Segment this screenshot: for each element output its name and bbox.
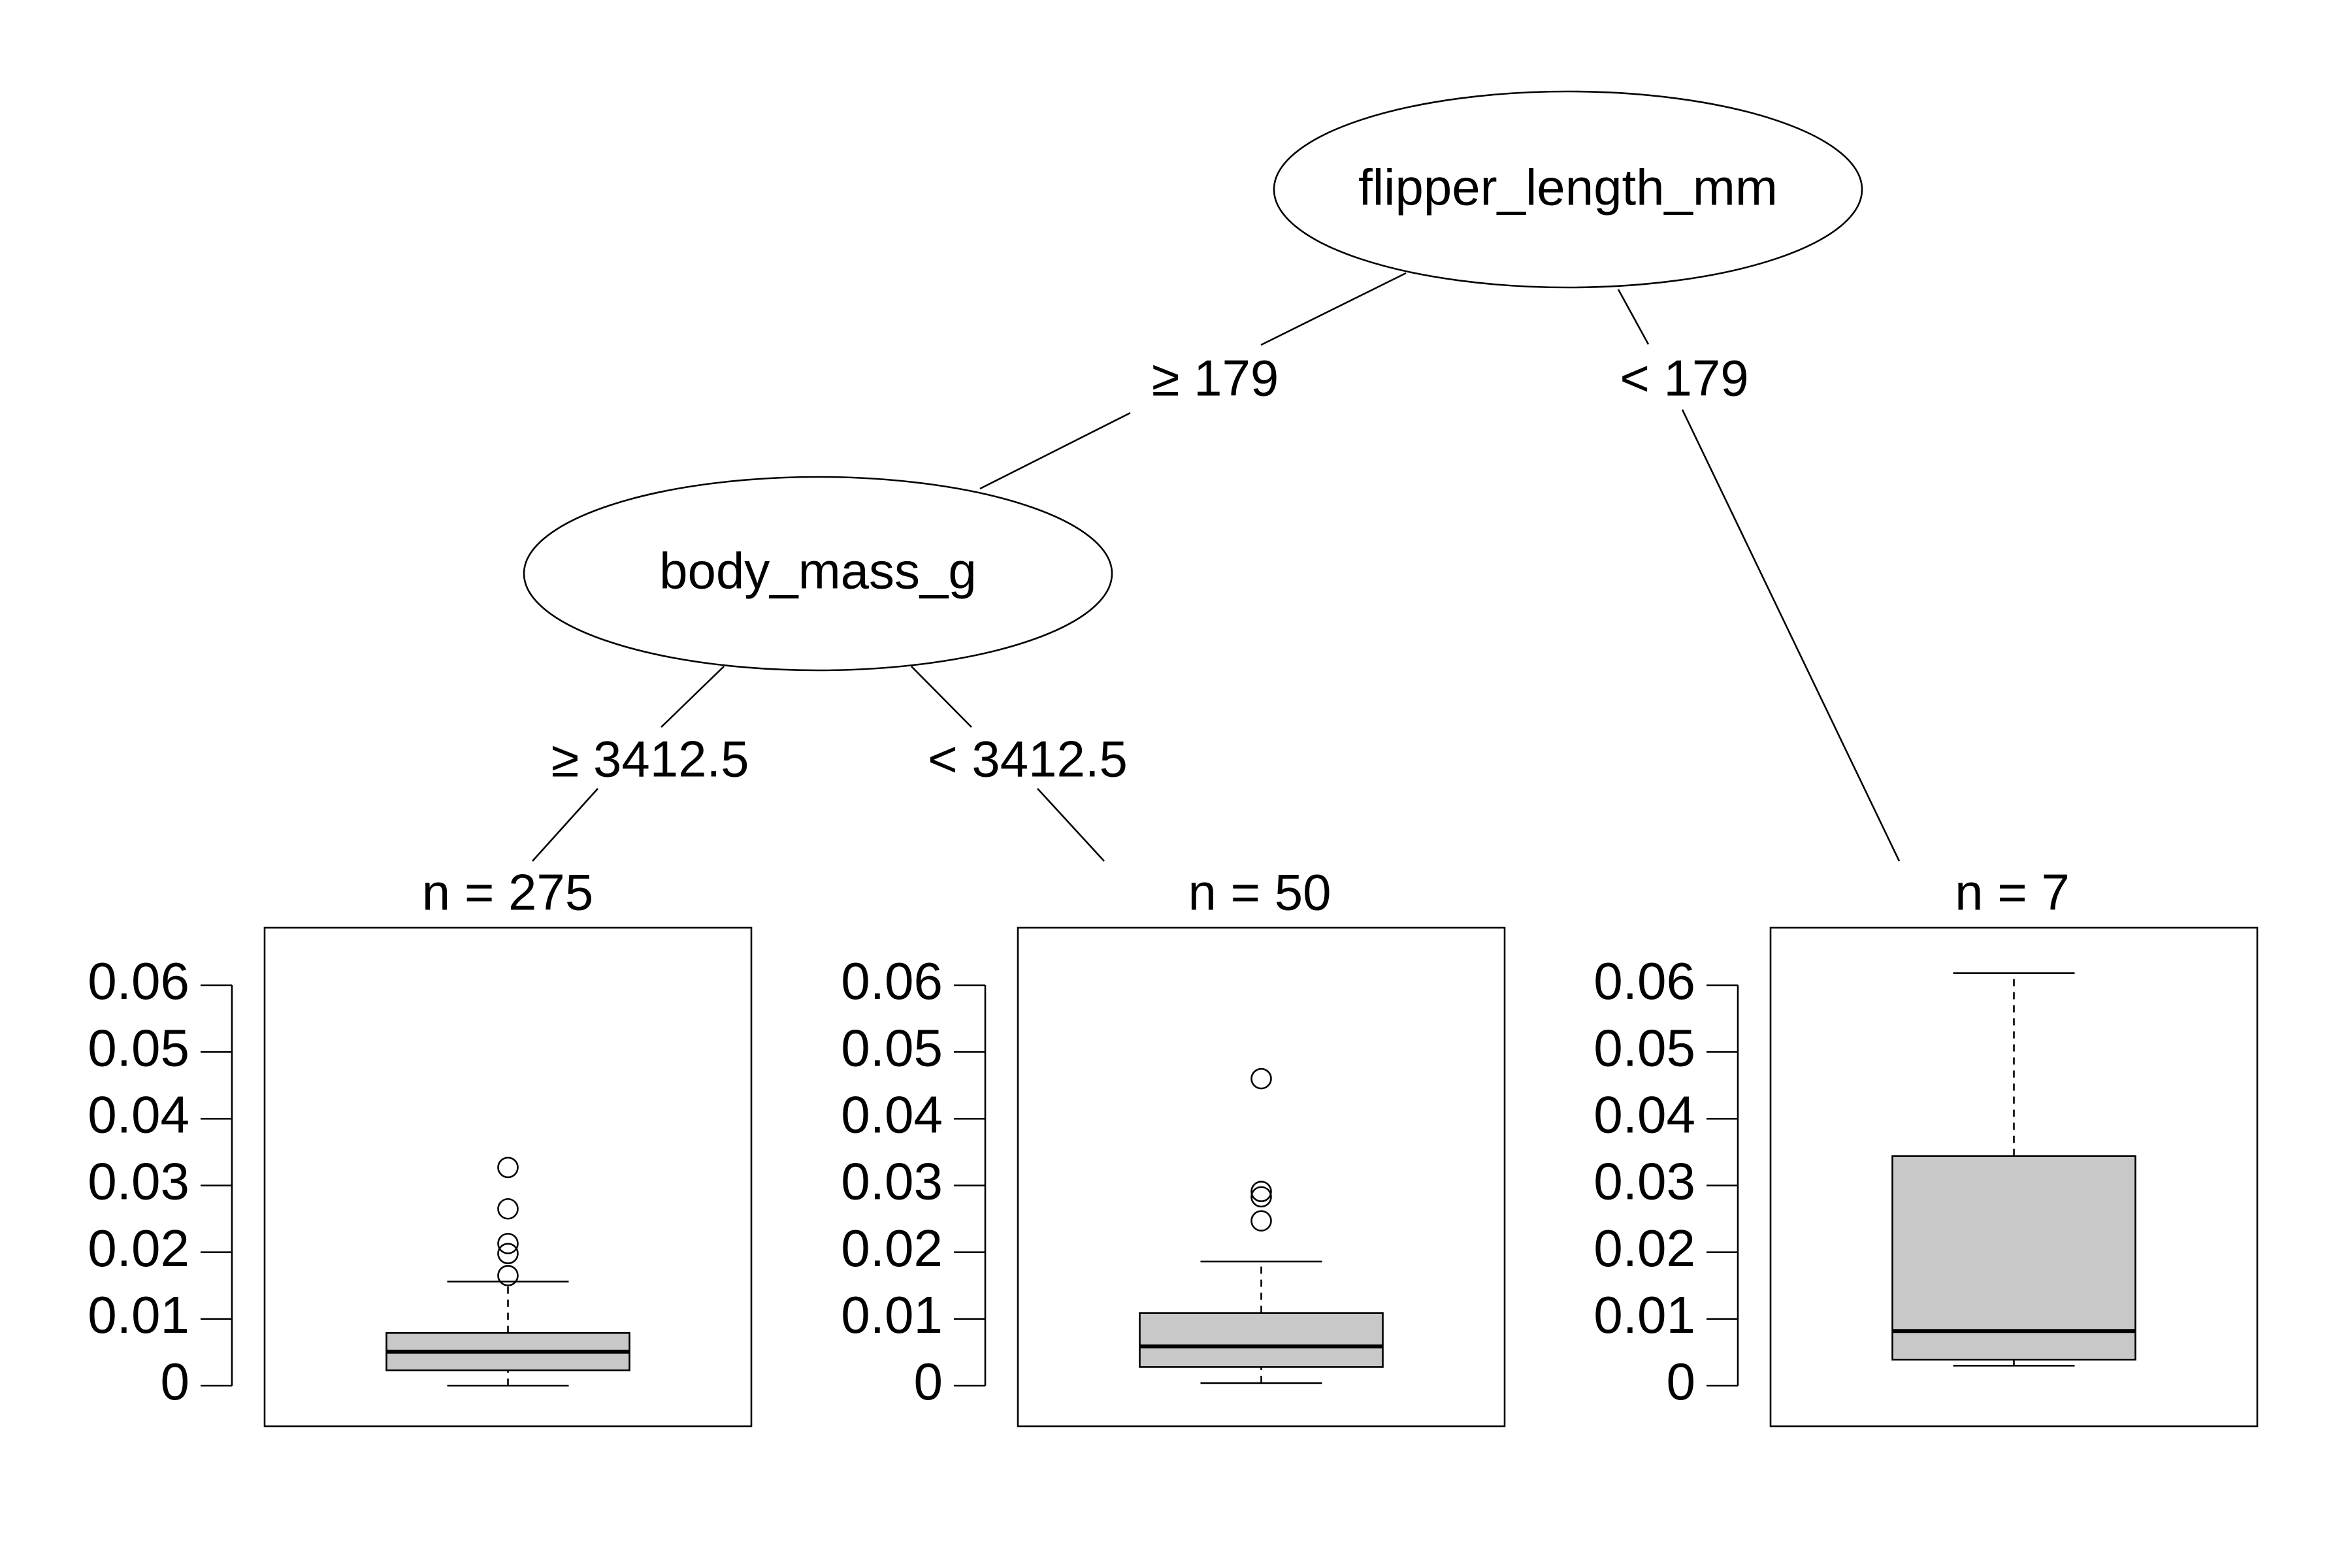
leaf-n-label: n = 275 [422, 864, 593, 921]
edge-inner-to-leaf1-upper [661, 666, 725, 728]
y-tick-label: 0.04 [1593, 1085, 1695, 1143]
leaf-n-label: n = 7 [1955, 864, 2070, 921]
y-tick-label: 0.01 [88, 1286, 189, 1344]
edge-label-ge-179: ≥ 179 [1152, 350, 1279, 407]
panel-frame [263, 926, 753, 1428]
edge-label-lt-179: < 179 [1620, 350, 1748, 407]
iqr-box [1139, 1312, 1384, 1368]
edge-root-to-inner-upper [1260, 272, 1407, 346]
edge-root-to-inner-lower [979, 412, 1131, 490]
edge-inner-to-leaf1-lower [532, 788, 598, 862]
edge-labels: ≥ 179 < 179 ≥ 3412.5 < 3412.5 [551, 350, 1748, 788]
tree-node-inner: body_mass_g [523, 476, 1113, 672]
y-tick-label: 0.02 [88, 1219, 189, 1277]
edge-root-to-leaf3-upper [1617, 289, 1650, 345]
outlier-point [1250, 1181, 1272, 1202]
tree-edges [532, 272, 1901, 862]
outlier-point [497, 1243, 519, 1265]
y-tick-label: 0.06 [88, 952, 189, 1010]
y-tick-label: 0 [914, 1352, 943, 1411]
y-tick-label: 0.02 [1593, 1219, 1695, 1277]
y-tick-label: 0.04 [841, 1085, 943, 1143]
leaf-n-label: n = 50 [1188, 864, 1331, 921]
y-tick-label: 0.03 [841, 1152, 943, 1211]
y-tick-label: 0.02 [841, 1219, 943, 1277]
outlier-point [497, 1265, 519, 1286]
y-tick-label: 0.05 [88, 1019, 189, 1077]
outlier-point [497, 1233, 519, 1254]
tree-node-root: flipper_length_mm [1273, 90, 1863, 289]
node-ellipse-root [1273, 90, 1863, 289]
y-tick-label: 0.01 [1593, 1286, 1695, 1344]
leaf-panel-3: n = 7 0 0.01 0.02 0.03 0.04 0.05 0.06 [1593, 864, 2259, 1428]
y-tick-label: 0.05 [841, 1019, 943, 1077]
outlier-point [1250, 1210, 1272, 1232]
edge-label-ge-3412-5: ≥ 3412.5 [551, 730, 749, 788]
y-tick-label: 0.01 [841, 1286, 943, 1344]
y-tick-label: 0.05 [1593, 1019, 1695, 1077]
edge-label-lt-3412-5: < 3412.5 [928, 730, 1128, 788]
outlier-point [497, 1198, 519, 1220]
outlier-point [1250, 1068, 1272, 1090]
leaf-panel-2: n = 50 0 0.01 0.02 0.03 0.04 0.05 0.06 [841, 864, 1506, 1428]
panel-frame [1769, 926, 2259, 1428]
y-tick-label: 0.06 [841, 952, 943, 1010]
leaf-panel-1: n = 275 0 0.01 0.02 0.03 0.04 0.05 0.06 [88, 864, 753, 1428]
iqr-box [1891, 1155, 2136, 1361]
node-ellipse-inner [523, 476, 1113, 672]
y-tick-label: 0 [1667, 1352, 1696, 1411]
y-tick-label: 0 [161, 1352, 190, 1411]
panel-frame [1017, 926, 1506, 1428]
outlier-point [1250, 1186, 1272, 1208]
node-label-flipper-length: flipper_length_mm [1358, 159, 1778, 216]
y-tick-label: 0.04 [88, 1085, 189, 1143]
edge-root-to-leaf3-lower [1681, 409, 1901, 862]
y-tick-label: 0.03 [88, 1152, 189, 1211]
y-tick-label: 0.03 [1593, 1152, 1695, 1211]
outlier-point [497, 1156, 519, 1179]
edge-inner-to-leaf2-upper [911, 666, 972, 728]
y-tick-label: 0.06 [1593, 952, 1695, 1010]
node-label-body-mass: body_mass_g [659, 542, 977, 600]
edge-inner-to-leaf2-lower [1037, 788, 1105, 862]
